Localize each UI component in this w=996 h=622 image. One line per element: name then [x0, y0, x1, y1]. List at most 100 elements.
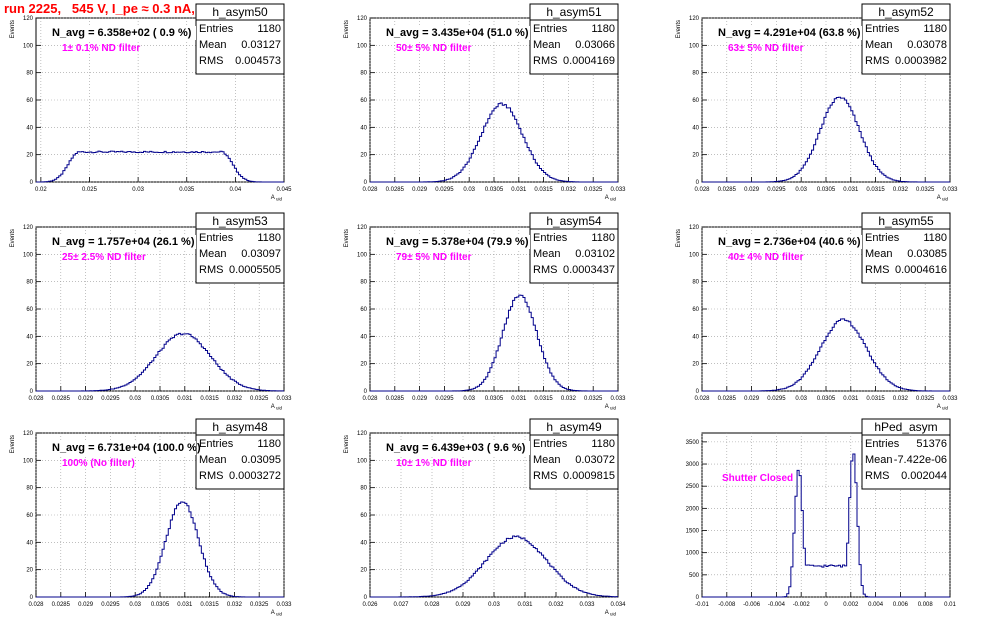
y-tick-label: 80 — [26, 486, 33, 492]
stats-label-rms: RMS — [865, 470, 889, 482]
navg-background — [48, 235, 196, 249]
x-tick-label: 0.0315 — [200, 396, 219, 402]
histogram-panel-h_asym52: 0.028 0.0285 0.029 0.0295 0.03 0.0305 0.031 0.0… — [676, 3, 958, 202]
y-tick-label: 100 — [23, 458, 34, 464]
x-tick-label: 0.0285 — [52, 396, 71, 402]
histogram-line-h_asym53 — [36, 332, 284, 392]
histogram-line-h_asym51 — [370, 102, 618, 183]
navg-label: N_avg = 6.439e+03 ( 9.6 %) — [386, 442, 526, 454]
x-tick-label: 0.028 — [694, 396, 710, 402]
x-tick-label: 0.045 — [276, 187, 292, 193]
histogram-line-h_asym54 — [370, 294, 618, 392]
stats-label-entries: Entries — [865, 23, 900, 35]
filter-annotation: 100% (No filter) — [62, 458, 135, 469]
x-tick-label: 0.002 — [843, 602, 859, 608]
stats-value-mean: 0.03066 — [575, 39, 615, 51]
x-tick-label: 0.029 — [78, 396, 94, 402]
stats-label-entries: Entries — [865, 438, 900, 450]
x-tick-label: 0.035 — [179, 187, 195, 193]
x-tick-label: 0.0295 — [101, 602, 120, 608]
y-tick-label: 0 — [30, 389, 34, 395]
stats-value-entries: 1180 — [591, 23, 615, 35]
histogram-name: hPed_asym — [874, 420, 937, 434]
x-tick-label: 0.032 — [227, 602, 243, 608]
x-tick-label: 0.032 — [561, 396, 577, 402]
x-tick-label: 0.0305 — [151, 396, 170, 402]
stats-label-entries: Entries — [199, 23, 234, 35]
histogram-name: h_asym54 — [546, 214, 602, 228]
histogram-name: h_asym48 — [212, 420, 268, 434]
x-tick-label: 0.0285 — [718, 187, 737, 193]
stats-label-mean: Mean — [199, 39, 227, 51]
stats-value-rms: 0.002044 — [901, 470, 947, 482]
stats-label-rms: RMS — [865, 55, 889, 67]
y-tick-label: 20 — [360, 362, 367, 368]
x-axis-label: A uid — [605, 404, 617, 411]
stats-label-rms: RMS — [533, 264, 557, 276]
stats-box — [529, 212, 619, 284]
x-tick-label: 0.0305 — [485, 187, 504, 193]
x-tick-label: 0.03 — [795, 396, 807, 402]
x-tick-label: -0.008 — [718, 602, 736, 608]
navg-background — [48, 26, 196, 40]
x-tick-label: 0.034 — [610, 602, 626, 608]
y-tick-label: 2500 — [686, 484, 700, 490]
y-axis-label: Events — [344, 20, 350, 38]
histogram-line-h_asym49 — [370, 535, 618, 598]
histogram-name: h_asym55 — [878, 214, 934, 228]
histogram-name: h_asym53 — [212, 214, 268, 228]
filter-annotation: 25± 2.5% ND filter — [62, 252, 146, 263]
navg-background — [714, 26, 862, 40]
histogram-panel-h_asym49: 0.026 0.027 0.028 0.029 0.03 0.031 0.032 0.033 0… — [344, 418, 626, 617]
stats-label-rms: RMS — [199, 264, 223, 276]
stats-label-rms: RMS — [199, 470, 223, 482]
stats-box — [195, 3, 285, 75]
y-tick-label: 120 — [689, 16, 700, 22]
y-tick-label: 20 — [26, 362, 33, 368]
histogram-line-hPed_asym — [702, 453, 950, 598]
stats-value-entries: 1180 — [591, 232, 615, 244]
x-tick-label: 0.031 — [517, 602, 533, 608]
y-tick-label: 0 — [696, 389, 700, 395]
y-tick-label: 120 — [357, 225, 368, 231]
filter-annotation: 40± 4% ND filter — [728, 252, 804, 263]
stats-label-entries: Entries — [865, 232, 900, 244]
histogram-line-h_asym52 — [702, 96, 950, 183]
x-tick-label: 0.0325 — [584, 187, 603, 193]
x-axis-label: A uid — [937, 195, 949, 202]
x-tick-label: 0.0295 — [435, 396, 454, 402]
stats-box — [195, 418, 285, 490]
x-tick-label: 0.0315 — [866, 187, 885, 193]
x-tick-label: 0 — [824, 602, 828, 608]
y-axis-label: Events — [10, 435, 16, 453]
y-tick-label: 0 — [30, 595, 34, 601]
x-tick-label: 0.029 — [744, 396, 760, 402]
y-tick-label: 60 — [360, 513, 367, 519]
filter-annotation: 50± 5% ND filter — [396, 43, 472, 54]
y-tick-label: 40 — [360, 540, 367, 546]
x-tick-label: 0.031 — [511, 187, 527, 193]
x-tick-label: -0.01 — [695, 602, 709, 608]
navg-label: N_avg = 1.757e+04 (26.1 %) — [52, 236, 195, 248]
x-tick-label: 0.033 — [942, 187, 958, 193]
x-tick-label: 0.028 — [362, 187, 378, 193]
stats-box — [861, 418, 951, 490]
filter-annotation: 10± 1% ND filter — [396, 458, 472, 469]
stats-value-rms: 0.0003272 — [229, 470, 281, 482]
stats-label-rms: RMS — [865, 264, 889, 276]
histogram-name: h_asym52 — [878, 5, 934, 19]
stats-label-mean: Mean — [533, 39, 561, 51]
y-tick-label: 100 — [23, 43, 34, 49]
x-tick-label: 0.0285 — [386, 396, 405, 402]
y-tick-label: 20 — [26, 568, 33, 574]
x-tick-label: 0.033 — [276, 602, 292, 608]
stats-label-mean: Mean — [533, 454, 561, 466]
stats-value-entries: 1180 — [923, 232, 947, 244]
navg-label: N_avg = 6.358e+02 ( 0.9 %) — [52, 27, 192, 39]
stats-value-mean: 0.03127 — [241, 39, 281, 51]
stats-label-mean: Mean — [865, 248, 893, 260]
x-tick-label: 0.028 — [362, 396, 378, 402]
y-tick-label: 1000 — [686, 551, 700, 557]
y-tick-label: 40 — [26, 125, 33, 131]
